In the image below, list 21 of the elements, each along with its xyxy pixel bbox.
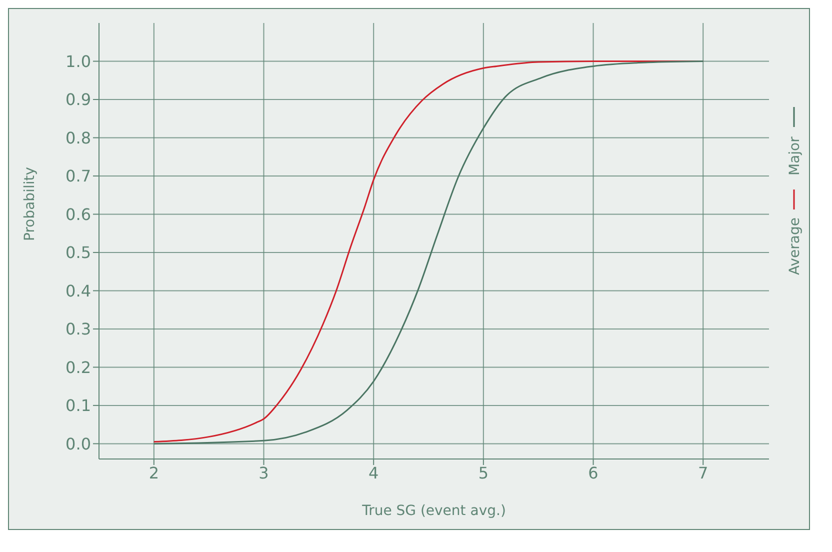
- y-tick-label: 0.6: [66, 204, 91, 224]
- y-tick-label: 0.8: [66, 128, 91, 148]
- x-tick-label: 6: [588, 463, 598, 482]
- x-tick-label: 4: [368, 463, 379, 482]
- legend-label: Major: [787, 136, 803, 176]
- y-axis-title: Probability: [22, 166, 38, 241]
- y-tick-label: 0.1: [66, 396, 91, 416]
- y-tick-label: 0.2: [66, 358, 91, 377]
- x-tick-label: 7: [698, 463, 708, 482]
- y-tick-label: 0.5: [66, 243, 91, 262]
- y-tick-label: 0.7: [66, 166, 91, 186]
- legend-label: Average: [787, 218, 803, 275]
- y-tick-label: 0.3: [66, 320, 91, 339]
- y-tick-label: 0.4: [66, 281, 91, 300]
- x-tick-label: 3: [258, 463, 269, 482]
- x-tick-label: 5: [478, 463, 489, 482]
- x-tick-label: 2: [148, 463, 160, 482]
- y-tick-label: 0.9: [66, 90, 91, 110]
- y-tick-label: 1.0: [66, 52, 91, 71]
- x-axis-title: True SG (event avg.): [361, 503, 506, 519]
- y-tick-label: 0.0: [66, 434, 91, 454]
